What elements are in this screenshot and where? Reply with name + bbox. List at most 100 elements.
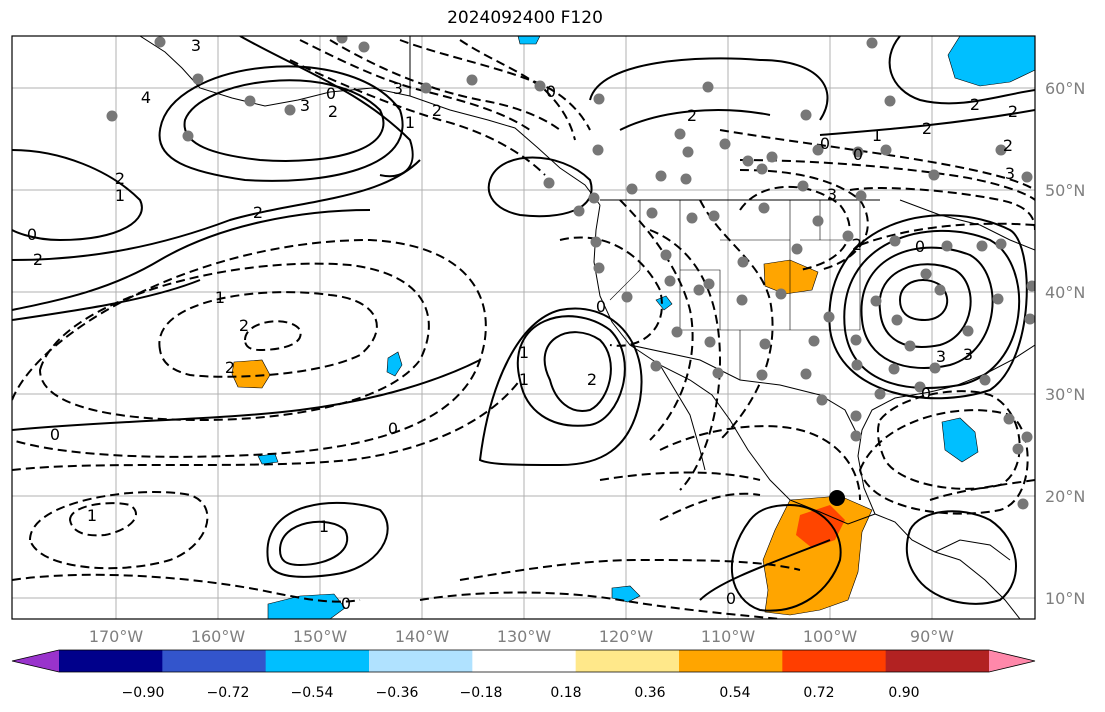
contour-label: 3 <box>827 185 837 204</box>
blue-anomaly-small-1 <box>386 351 403 377</box>
colorbar-tick-label: −0.36 <box>376 685 419 701</box>
contour-label: 1 <box>872 126 882 145</box>
contour-label: 2 <box>587 370 597 389</box>
lat-label: 20°N <box>1045 487 1085 506</box>
longitude-labels: 170°W 160°W 150°W 140°W 130°W 120°W 110°… <box>89 627 954 646</box>
blue-anomaly-canada <box>947 36 1035 87</box>
map-title: 2024092400 F120 <box>447 8 603 28</box>
contour-label: 0 <box>915 237 925 256</box>
colorbar-tick-label: −0.54 <box>291 685 334 701</box>
colorbar-segment <box>472 650 577 672</box>
contour-label: 0 <box>341 594 351 613</box>
contour-label: 3 <box>393 79 403 98</box>
colorbar-tick-label: 0.90 <box>888 685 919 701</box>
contour-label: 2 <box>1003 136 1013 155</box>
contour-label: 1 <box>519 370 529 389</box>
lat-label: 40°N <box>1045 283 1085 302</box>
colorbar-segment <box>575 650 680 672</box>
contour-label: 3 <box>191 36 201 55</box>
map-panel: 3 4 3 2 0 3 1 2 0 2 1 2 0 2 2 0 1 2 2 2 … <box>12 36 1035 619</box>
contour-label: 2 <box>1008 102 1018 121</box>
colorbar-segment <box>59 650 163 672</box>
colorbar-tick-label: 0.18 <box>550 685 581 701</box>
orange-anomaly-mexico <box>762 495 873 616</box>
lon-label: 120°W <box>599 627 654 646</box>
colorbar-segment <box>782 650 887 672</box>
contour-label: 0 <box>326 84 336 103</box>
lat-label: 30°N <box>1045 385 1085 404</box>
lon-label: 130°W <box>497 627 552 646</box>
contour-label: 1 <box>87 506 97 525</box>
contour-label: 2 <box>432 101 442 120</box>
contour-label: 1 <box>405 113 415 132</box>
contour-label: 2 <box>328 102 338 121</box>
contour-label: 2 <box>687 106 697 125</box>
contour-label: 3 <box>300 96 310 115</box>
contour-label: 2 <box>239 316 249 335</box>
contour-label: 3 <box>1005 164 1015 183</box>
colorbar-segment <box>265 650 370 672</box>
blue-anomaly-small-2 <box>611 585 641 603</box>
contour-label: 0 <box>726 589 736 608</box>
colorbar-segment <box>679 650 783 672</box>
contour-label: 0 <box>388 419 398 438</box>
contour-label-group: 3 4 3 2 0 3 1 2 0 2 1 2 0 2 2 0 1 2 2 2 … <box>27 36 1018 613</box>
lon-label: 140°W <box>395 627 450 646</box>
contour-label: 0 <box>596 297 606 316</box>
orange-anomaly-pacific <box>231 359 271 389</box>
colorbar-extend-low <box>12 650 59 672</box>
colorbar-extend-high <box>989 650 1035 672</box>
colorbar <box>11 649 1036 673</box>
contour-label: 2 <box>970 95 980 114</box>
latitude-labels: 60°N 50°N 40°N 30°N 20°N 10°N <box>1045 79 1085 608</box>
lon-label: 100°W <box>803 627 858 646</box>
contour-label: 0 <box>820 134 830 153</box>
contour-label: 1 <box>215 288 225 307</box>
contour-label: 1 <box>319 517 329 536</box>
colorbar-tick-label: −0.18 <box>460 685 503 701</box>
colorbar-tick-label: −0.90 <box>122 685 165 701</box>
contour-label: 2 <box>115 169 125 188</box>
colorbar-outline <box>11 649 1036 673</box>
colorbar-tick-label: 0.72 <box>803 685 834 701</box>
contour-label: 0 <box>27 225 37 244</box>
contour-label: 0 <box>853 145 863 164</box>
lat-label: 60°N <box>1045 79 1085 98</box>
lat-label: 50°N <box>1045 181 1085 200</box>
contour-label: 1 <box>115 186 125 205</box>
lon-label: 150°W <box>293 627 348 646</box>
red-anomaly-mexico <box>796 505 845 548</box>
contour-label: 2 <box>225 358 235 377</box>
blue-anomaly-small-4 <box>655 295 673 311</box>
colorbar-segment <box>369 650 473 672</box>
contour-label: 1 <box>519 343 529 362</box>
contour-label: 2 <box>253 203 263 222</box>
contour-label: 2 <box>922 119 932 138</box>
contour-label: 3 <box>936 347 946 366</box>
contour-label: 2 <box>33 250 43 269</box>
colorbar-tick-label: 0.54 <box>719 685 750 701</box>
colorbar-segment <box>162 650 267 672</box>
highlighted-station-marker <box>829 490 845 506</box>
blue-anomaly-small-5 <box>517 36 541 45</box>
colorbar-segment <box>885 650 990 672</box>
map-frame <box>11 35 1036 620</box>
lat-label: 10°N <box>1045 589 1085 608</box>
blue-anomaly-atlantic <box>941 417 979 463</box>
colorbar-tick-labels: −0.90 −0.72 −0.54 −0.36 −0.18 0.18 0.36 … <box>122 685 920 701</box>
station-markers <box>106 36 1035 510</box>
lon-label: 160°W <box>191 627 246 646</box>
shaded-regions <box>231 36 1035 619</box>
contour-lines <box>12 36 1035 612</box>
contour-label: 0 <box>50 425 60 444</box>
colorbar-tick-label: −0.72 <box>207 685 250 701</box>
lon-label: 170°W <box>89 627 144 646</box>
colorbar-tick-label: 0.36 <box>634 685 665 701</box>
contour-label: 2 <box>852 235 862 254</box>
contour-label: 0 <box>921 384 931 403</box>
contour-label: 0 <box>546 82 556 101</box>
contour-label: 3 <box>963 345 973 364</box>
lon-label: 110°W <box>701 627 756 646</box>
lon-label: 90°W <box>910 627 954 646</box>
